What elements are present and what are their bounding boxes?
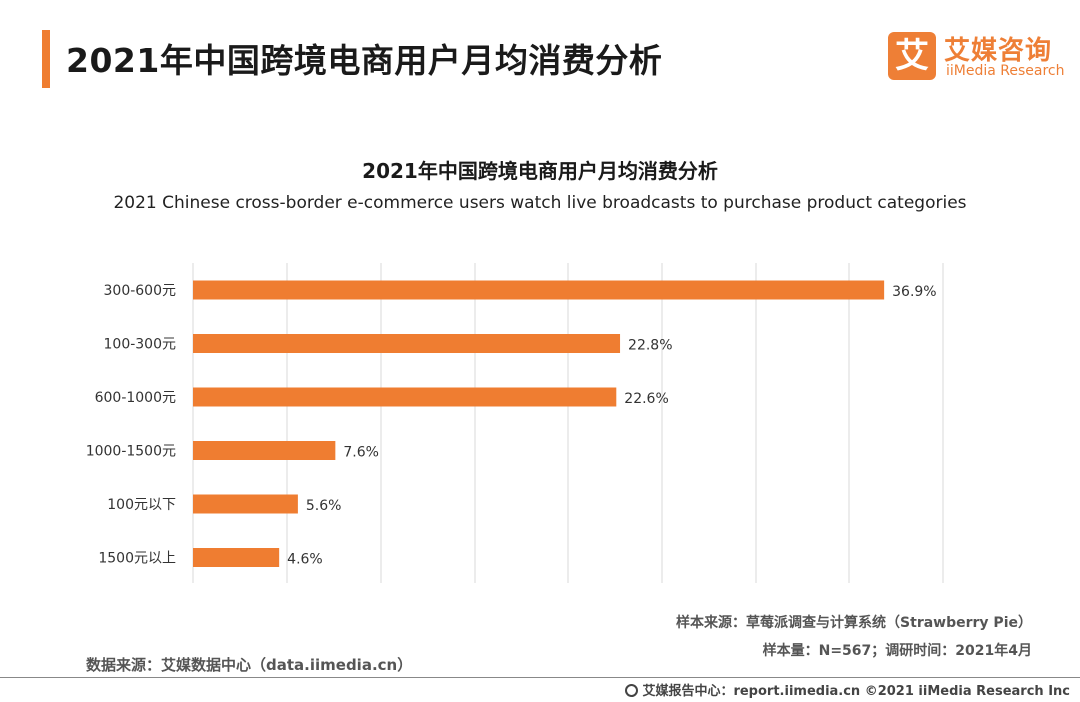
value-label: 22.8%: [628, 338, 672, 354]
bar: [193, 548, 280, 567]
data-source-note: 数据来源：艾媒数据中心（data.iimedia.cn）: [86, 656, 413, 674]
logo-en-text: iiMedia Research: [946, 63, 1065, 79]
chart-subtitle: 2021 Chinese cross-border e-commerce use…: [113, 193, 967, 213]
value-label: 22.6%: [624, 391, 668, 407]
chart-title: 2021年中国跨境电商用户月均消费分析: [362, 159, 718, 183]
logo-cn-text: 艾媒咨询: [944, 36, 1053, 66]
globe-icon: [625, 684, 639, 697]
page-title: 2021年中国跨境电商用户月均消费分析: [66, 41, 663, 80]
title-accent-bar: [42, 30, 50, 88]
bar: [193, 441, 336, 460]
value-label: 7.6%: [343, 445, 379, 461]
sample-source-note: 样本来源：草莓派调查与计算系统（Strawberry Pie）: [676, 615, 1032, 631]
footer: 艾媒报告中心：report.iimedia.cn ©2021 iiMedia R…: [625, 680, 1070, 699]
bar: [193, 387, 617, 407]
brand-logo[interactable]: 艾 艾媒咨询 iiMedia Research: [888, 30, 1068, 82]
bar: [193, 494, 298, 514]
category-label: 1500元以上: [98, 551, 176, 567]
value-label: 36.9%: [892, 284, 936, 300]
logo-mark-icon: 艾: [888, 32, 936, 80]
value-label: 5.6%: [306, 498, 342, 514]
bar: [193, 334, 621, 353]
footer-divider: [0, 677, 1080, 678]
category-label: 100元以下: [107, 497, 176, 513]
category-label: 1000-1500元: [86, 444, 176, 460]
category-label: 600-1000元: [95, 390, 176, 406]
bar: [193, 280, 885, 300]
category-label: 300-600元: [104, 283, 177, 299]
footer-text: 艾媒报告中心：report.iimedia.cn ©2021 iiMedia R…: [642, 684, 1070, 699]
value-label: 4.6%: [287, 552, 323, 568]
sample-info-note: 样本量：N=567；调研时间：2021年4月: [762, 643, 1032, 659]
category-label: 100-300元: [104, 337, 177, 353]
